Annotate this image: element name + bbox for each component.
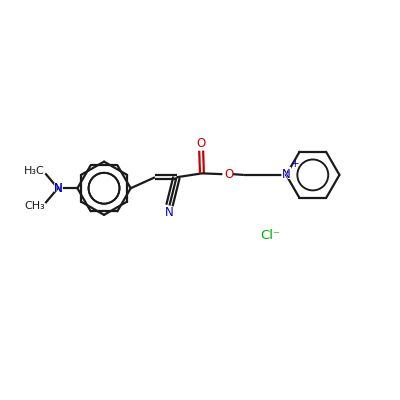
Text: O: O [196,137,206,150]
Text: N: N [165,206,174,220]
Text: N: N [54,182,62,195]
Text: Cl⁻: Cl⁻ [260,229,280,242]
Text: N: N [280,168,292,182]
Text: N: N [54,182,62,195]
Text: CH₃: CH₃ [24,201,45,211]
Text: N: N [52,182,63,195]
Text: +: + [290,159,299,169]
Text: N: N [282,168,290,182]
Text: O: O [224,168,234,181]
Text: H₃C: H₃C [24,166,45,176]
